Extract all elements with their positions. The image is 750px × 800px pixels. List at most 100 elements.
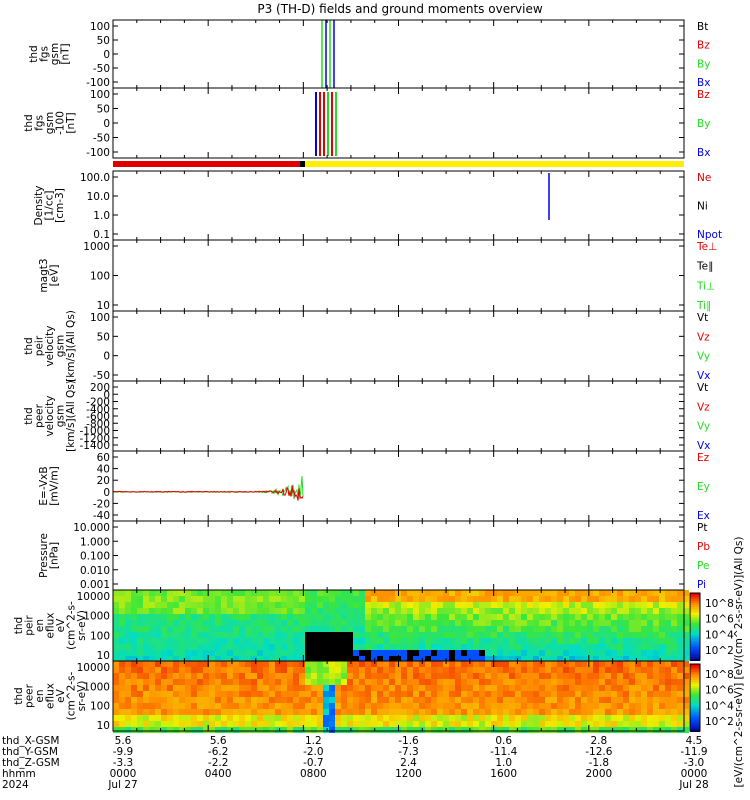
- spectrogram-cell: [623, 644, 629, 650]
- panel-frame: [112, 19, 685, 89]
- spectrogram-cell: [335, 667, 341, 673]
- spectrogram-cell: [533, 709, 539, 715]
- spectrogram-cell: [581, 638, 587, 644]
- spectrogram-cell: [515, 596, 521, 602]
- spectrogram-cell: [449, 632, 455, 638]
- spectrogram-cell: [449, 679, 455, 685]
- y-tick-label: 10: [97, 650, 110, 662]
- spectrogram-cell: [575, 667, 581, 673]
- spectrogram-cell: [161, 632, 167, 638]
- spectrogram-cell: [191, 608, 197, 614]
- spectrogram-cell: [503, 638, 509, 644]
- spectrogram-cell: [257, 608, 263, 614]
- spectrogram-cell: [473, 608, 479, 614]
- spectrogram-cell: [485, 685, 491, 691]
- spectrogram-cell: [125, 650, 131, 656]
- spectrogram-cell: [317, 667, 323, 673]
- spectrogram-cell: [173, 608, 179, 614]
- x-tick-value: -0.7: [303, 757, 324, 769]
- spectrogram-cell: [125, 661, 131, 667]
- spectrogram-cell: [635, 596, 641, 602]
- spectrogram-cell: [383, 644, 389, 650]
- spectrogram-cell: [191, 632, 197, 638]
- y-tick-label: -1400: [79, 440, 110, 452]
- spectrogram-cell: [461, 638, 467, 644]
- spectrogram-cell: [683, 614, 689, 620]
- spectrogram-cell: [491, 679, 497, 685]
- spectrogram-cell: [683, 656, 689, 662]
- colorbar-cell: [690, 649, 700, 651]
- spectrogram-cell: [683, 667, 689, 673]
- spectrogram-cell: [497, 709, 503, 715]
- spectrogram-cell: [203, 632, 209, 638]
- spectrogram-cell: [407, 697, 413, 703]
- spectrogram-cell: [359, 596, 365, 602]
- spectrogram-cell: [647, 626, 653, 632]
- spectrogram-cell: [395, 614, 401, 620]
- spectrogram-cell: [245, 715, 251, 721]
- spectrogram-cell: [137, 685, 143, 691]
- spectrogram-cell: [551, 650, 557, 656]
- spectrogram-cell: [377, 644, 383, 650]
- colorbar-cell: [690, 613, 700, 615]
- panel-frame: [112, 87, 685, 159]
- spectrogram-cell: [215, 727, 221, 733]
- spectrogram-cell: [653, 650, 659, 656]
- spectrogram-cell: [275, 614, 281, 620]
- spectrogram-cell: [635, 602, 641, 608]
- spectrogram-cell: [461, 596, 467, 602]
- spectrogram-cell: [365, 679, 371, 685]
- spectrogram-cell: [437, 709, 443, 715]
- spectrogram-cell: [671, 721, 677, 727]
- spectrogram-cell: [113, 590, 119, 596]
- spectrogram-cell: [413, 667, 419, 673]
- x-tick-value: -3.0: [684, 757, 705, 769]
- spectrogram-cell: [629, 703, 635, 709]
- spectrogram-cell: [653, 620, 659, 626]
- colorbar-cell: [690, 625, 700, 627]
- colorbar-cell: [690, 702, 700, 704]
- spectrogram-cell: [425, 709, 431, 715]
- spectrogram-cell: [635, 697, 641, 703]
- spectrogram-cell: [335, 685, 341, 691]
- spectrogram-cell: [179, 673, 185, 679]
- spectrogram-cell: [143, 656, 149, 662]
- spectrogram-cell: [329, 697, 335, 703]
- spectrogram-cell: [119, 590, 125, 596]
- spectrogram-cell: [467, 667, 473, 673]
- spectrogram-cell: [401, 638, 407, 644]
- spectrogram-cell: [287, 685, 293, 691]
- spectrogram-cell: [257, 721, 263, 727]
- spectrogram-cell: [299, 727, 305, 733]
- spectrogram-cell: [527, 602, 533, 608]
- y-tick-label: 0: [103, 118, 110, 130]
- spectrogram-cell: [239, 632, 245, 638]
- y-tick-label: 1.0: [93, 210, 110, 222]
- spectrogram-cell: [539, 656, 545, 662]
- spectrogram-cell: [521, 596, 527, 602]
- spectrogram-cell: [155, 620, 161, 626]
- spectrogram-cell: [155, 602, 161, 608]
- spectrogram-cell: [329, 656, 335, 662]
- spectrogram-cell: [593, 590, 599, 596]
- spectrogram-cell: [683, 691, 689, 697]
- spectrogram-cell: [173, 715, 179, 721]
- spectrogram-cell: [641, 620, 647, 626]
- spectrogram-cell: [239, 656, 245, 662]
- legend-by: By: [697, 118, 710, 130]
- spectrogram-cell: [665, 703, 671, 709]
- spectrogram-cell: [239, 721, 245, 727]
- spectrogram-cell: [593, 644, 599, 650]
- spectrogram-cell: [203, 673, 209, 679]
- spectrogram-cell: [209, 650, 215, 656]
- spectrogram-cell: [461, 685, 467, 691]
- spectrogram-cell: [203, 697, 209, 703]
- y-tick-label: 0: [103, 49, 110, 61]
- y-axis-label: [nT]: [65, 112, 77, 133]
- spectrogram-cell: [137, 632, 143, 638]
- colorbar-cell: [690, 645, 700, 647]
- spectrogram-cell: [155, 667, 161, 673]
- spectrogram-cell: [287, 709, 293, 715]
- colorbar-cell: [690, 688, 700, 690]
- spectrogram-cell: [647, 715, 653, 721]
